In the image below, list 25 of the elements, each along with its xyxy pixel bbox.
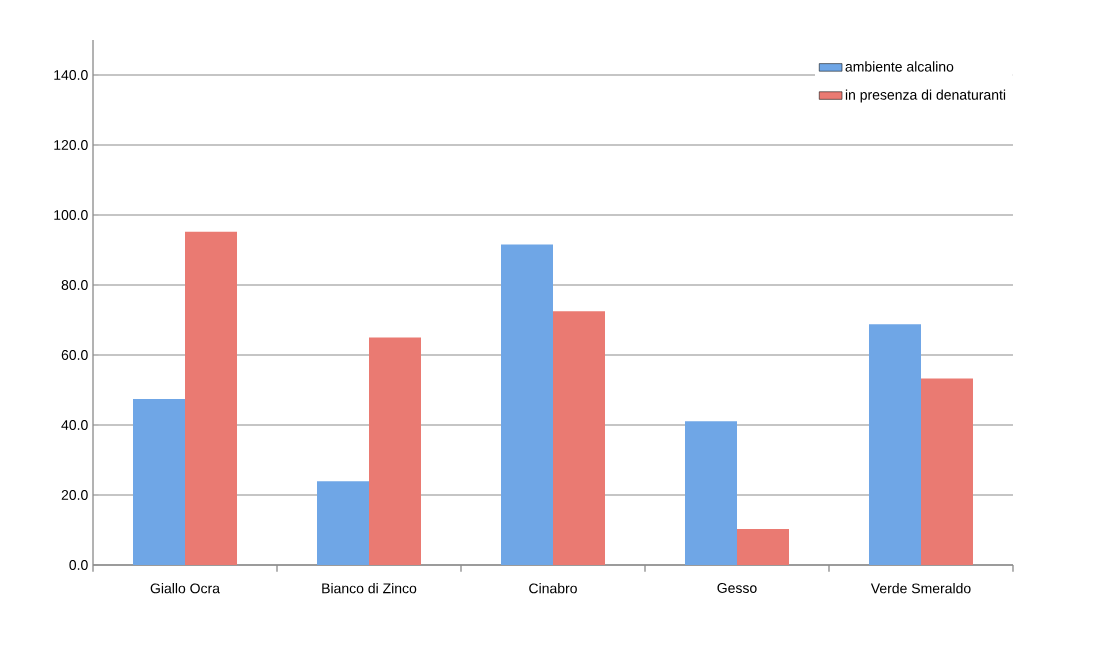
bar [133,399,186,565]
y-tick-label: 140.0 [54,70,88,80]
bar [737,528,789,565]
x-tick-label: Cinabro [529,583,577,594]
bar [501,244,553,565]
y-tick-label: 0.0 [69,560,88,570]
y-tick-label: 80.0 [61,280,88,290]
y-tick-label: 120.0 [54,140,88,150]
x-tick-label: Giallo Ocra [150,583,220,594]
bar [868,324,921,565]
legend-label: in presenza di denaturanti [845,89,1006,103]
bar [369,337,421,565]
x-tick-label: Bianco di Zinco [322,583,417,594]
bar [317,481,369,565]
x-tick-label: Verde Smeraldo [870,583,971,594]
bar [685,421,737,565]
bar [920,378,973,565]
legend-label: ambiente alcalino [845,61,954,72]
x-tick-label: Gesso [717,583,757,593]
y-tick-label: 60.0 [61,350,88,360]
bar [553,311,605,565]
y-tick-label: 20.0 [61,490,88,500]
y-tick-label: 40.0 [61,420,88,430]
y-tick-label: 100.0 [54,210,88,220]
bar [185,231,238,565]
